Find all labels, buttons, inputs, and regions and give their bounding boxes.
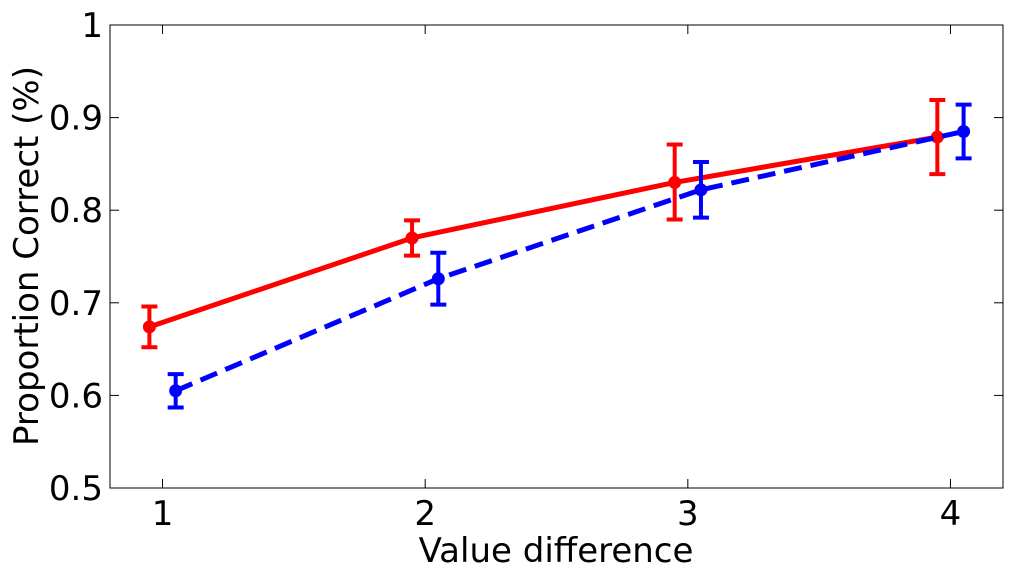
y-axis-title: Proportion Correct (%)	[7, 66, 47, 446]
y-tick-label: 0.5	[49, 469, 103, 509]
data-point	[169, 384, 183, 398]
data-point	[957, 124, 971, 138]
x-axis-title: Value difference	[419, 531, 694, 571]
data-point	[694, 183, 708, 197]
data-point	[930, 130, 944, 144]
series-layer	[141, 98, 972, 410]
x-tick-label: 2	[414, 494, 436, 534]
data-point	[405, 231, 419, 245]
x-tick-label: 3	[677, 494, 699, 534]
series-1	[141, 98, 946, 350]
series-2	[167, 102, 972, 410]
y-tick-label: 0.6	[49, 376, 103, 416]
data-point	[668, 175, 682, 189]
data-point	[431, 272, 445, 286]
y-tick-label: 0.7	[49, 284, 103, 324]
x-tick-label: 4	[940, 494, 962, 534]
y-tick-label: 0.8	[49, 191, 103, 231]
plot-frame	[109, 24, 1004, 489]
series-line	[174, 129, 965, 394]
x-tick-label: 1	[152, 494, 174, 534]
series-line	[148, 134, 938, 330]
y-tick-label: 1	[81, 6, 103, 46]
axis-ticks: 1 2 3 4 0.5 0.6 0.7 0.8 0.9 1	[49, 6, 1003, 534]
y-tick-label: 0.9	[49, 99, 103, 139]
data-point	[142, 320, 156, 334]
